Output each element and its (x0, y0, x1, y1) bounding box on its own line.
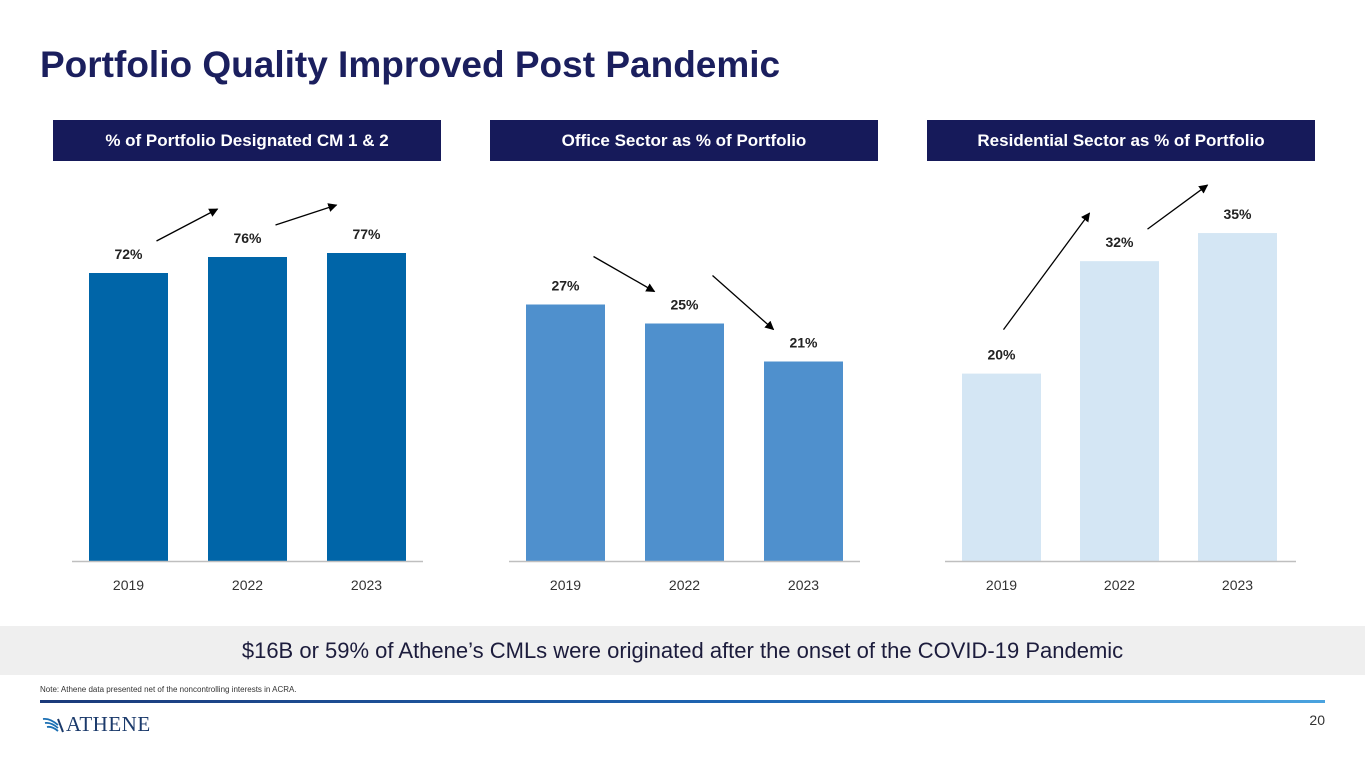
chart-1-label-2023: 77% (352, 226, 381, 242)
chart-1-tick-2019: 2019 (113, 577, 144, 593)
chart-3-header: Residential Sector as % of Portfolio (927, 120, 1315, 161)
chart-3-bar-2022 (1080, 261, 1159, 561)
chart-2-tick-2022: 2022 (669, 577, 700, 593)
chart-2-bar-2022 (645, 323, 724, 561)
page-number: 20 (1309, 712, 1325, 728)
chart-2-label-2019: 27% (551, 278, 580, 294)
chart-3-bar-2023 (1198, 233, 1277, 562)
chart-3-tick-2019: 2019 (986, 577, 1017, 593)
chart-1-label-2019: 72% (114, 246, 143, 262)
chart-1-bar-2022 (208, 257, 287, 561)
chart-3-trend-arrow-1 (1002, 212, 1091, 330)
chart-1-tick-2022: 2022 (232, 577, 263, 593)
page-title: Portfolio Quality Improved Post Pandemic (40, 44, 781, 85)
key-takeaway-banner: $16B or 59% of Athene’s CMLs were origin… (0, 626, 1365, 675)
chart-3-label-2023: 35% (1223, 206, 1252, 222)
chart-3-label-2019: 20% (987, 347, 1016, 363)
chart-1-header: % of Portfolio Designated CM 1 & 2 (53, 120, 441, 161)
chart-2-label-2023: 21% (789, 335, 818, 351)
chart-3-tick-2022: 2022 (1104, 577, 1135, 593)
chart-2-tick-2023: 2023 (788, 577, 819, 593)
chart-3-label-2022: 32% (1105, 234, 1134, 250)
athene-wing-icon (42, 717, 64, 732)
chart-2-tick-2019: 2019 (550, 577, 581, 593)
chart-1-bar-2023 (327, 253, 406, 561)
chart-1-tick-2023: 2023 (351, 577, 382, 593)
chart-1-trend-arrow-2 (275, 203, 338, 226)
chart-3-tick-2023: 2023 (1222, 577, 1253, 593)
chart-3-trend-arrow-2 (1147, 184, 1209, 230)
chart-2-trend-arrow-2 (712, 275, 775, 331)
logo-text: ATHENE (66, 712, 151, 736)
chart-2-label-2022: 25% (670, 297, 699, 313)
chart-2-bar-2023 (764, 361, 843, 561)
athene-logo: ATHENE (42, 712, 151, 737)
chart-1-trend-arrow-1 (156, 208, 219, 242)
chart-1-bar-2019 (89, 273, 168, 561)
bar-charts: 72% 2019 76% 2022 77% 2023 27% 2019 25% 2022 21% 20… (72, 184, 1296, 593)
chart-3-bar-2019 (962, 373, 1041, 561)
footnote: Note: Athene data presented net of the n… (40, 685, 297, 694)
chart-2-bar-2019 (526, 304, 605, 561)
chart-1-label-2022: 76% (233, 230, 262, 246)
chart-2-trend-arrow-1 (593, 255, 656, 293)
footer-divider (40, 700, 1325, 703)
chart-2-header: Office Sector as % of Portfolio (490, 120, 878, 161)
